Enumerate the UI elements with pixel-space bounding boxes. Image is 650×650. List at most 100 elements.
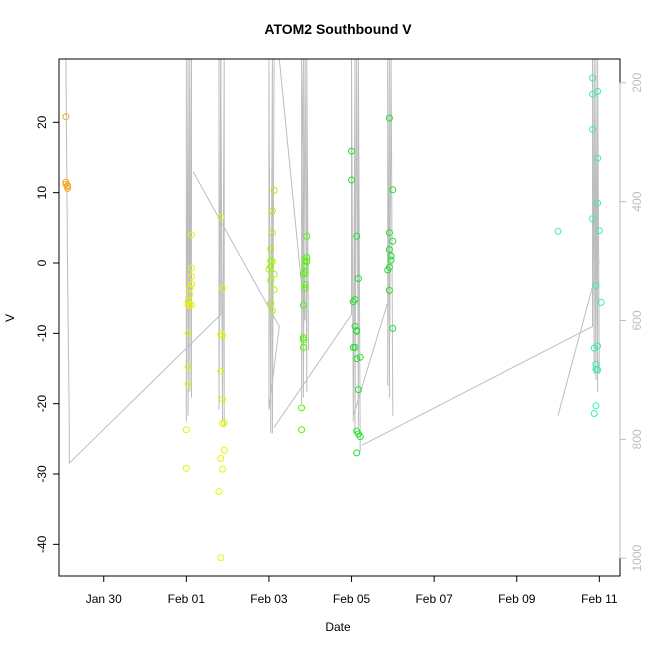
data-point-1-20	[219, 465, 226, 473]
data-point-1-16	[217, 455, 225, 462]
data-point-0-2	[62, 178, 70, 186]
data-point-2-9	[270, 270, 278, 278]
data-point-2-5	[267, 245, 275, 253]
line-series-segment-4	[278, 58, 309, 404]
data-point-1-27	[219, 284, 226, 292]
data-point-5-7	[589, 215, 596, 223]
data-point-4-17	[353, 327, 361, 335]
data-point-1-22	[220, 419, 228, 427]
data-point-4-8	[351, 343, 359, 351]
data-point-4-5	[351, 322, 359, 330]
x-tick-label: Feb 09	[498, 592, 536, 606]
data-point-4-3	[349, 298, 357, 306]
data-point-4-4	[351, 296, 359, 304]
data-point-1-4	[184, 329, 192, 337]
data-point-3-3	[299, 334, 307, 341]
line-series-segment-0	[65, 58, 222, 465]
data-point-3-2	[299, 343, 307, 351]
data-point-1-13	[188, 301, 195, 309]
data-point-1-2	[184, 380, 192, 388]
data-point-3-14	[301, 284, 309, 292]
data-point-3-4	[299, 336, 307, 344]
data-point-4-14	[356, 433, 364, 441]
data-point-2-2	[267, 277, 275, 285]
data-point-2-7	[268, 207, 276, 215]
x-tick-label: Feb 07	[415, 592, 453, 606]
data-point-5-6	[594, 199, 602, 207]
y-tick-label: 10	[35, 186, 49, 200]
data-point-3-5	[299, 301, 307, 309]
right-tick-label: 800	[630, 429, 644, 449]
data-point-3-0	[298, 404, 306, 412]
data-point-4-19	[389, 186, 397, 194]
data-point-4-26	[384, 266, 392, 274]
y-tick-label: -30	[35, 465, 49, 483]
data-point-4-21	[389, 237, 397, 245]
data-point-2-4	[268, 307, 276, 315]
line-series-segment-8	[557, 260, 600, 416]
data-point-5-17	[590, 410, 598, 417]
right-axis: 200 400 600 800 1000	[619, 72, 644, 572]
data-point-4-11	[354, 386, 362, 394]
line-layer	[65, 58, 600, 465]
data-point-2-8	[270, 187, 278, 194]
data-point-2-6	[268, 229, 276, 237]
y-tick-label: -20	[35, 395, 49, 413]
data-point-5-12	[590, 344, 598, 352]
data-point-3-11	[303, 232, 311, 240]
x-tick-label: Jan 30	[86, 592, 122, 606]
data-point-4-1	[348, 176, 355, 184]
y-axis-title: V	[3, 314, 17, 322]
line-series-segment-5	[273, 58, 361, 452]
data-point-0-4	[64, 182, 72, 190]
data-point-4-16	[354, 275, 362, 282]
x-axis-title: Date	[325, 620, 351, 634]
chart-title: ATOM2 Southbound V	[264, 21, 412, 37]
right-tick-label: 400	[630, 191, 644, 211]
data-point-5-5	[594, 154, 602, 162]
data-point-1-10	[188, 280, 195, 288]
data-point-4-22	[385, 246, 393, 254]
data-point-4-24	[387, 256, 395, 264]
data-point-3-12	[303, 258, 311, 266]
data-point-4-18	[385, 114, 393, 122]
data-point-1-1	[182, 464, 190, 472]
y-tick-label: 0	[35, 259, 49, 266]
x-axis: Jan 30 Feb 01 Feb 03 Feb 05 Feb 07 Feb 09 Feb …	[86, 576, 618, 606]
line-series-segment-2	[218, 58, 225, 428]
data-point-0-5	[64, 184, 72, 192]
line-series-segment-1	[185, 58, 192, 422]
data-point-5-11	[594, 342, 602, 350]
data-point-1-17	[215, 488, 223, 496]
data-point-1-25	[217, 330, 225, 338]
data-point-1-14	[188, 231, 195, 239]
data-point-3-6	[299, 270, 307, 278]
right-tick-label: 600	[630, 310, 644, 330]
data-point-4-9	[353, 355, 361, 363]
data-point-4-27	[385, 286, 393, 294]
data-point-3-1	[298, 426, 306, 434]
data-point-0-1	[62, 180, 70, 188]
data-point-0-0	[62, 113, 70, 121]
data-point-1-26	[219, 331, 226, 339]
y-tick-label: -10	[35, 324, 49, 342]
points-layer	[62, 74, 605, 562]
data-point-1-23	[219, 395, 226, 403]
data-point-4-0	[348, 147, 355, 155]
data-point-4-10	[356, 353, 364, 361]
data-point-4-28	[389, 324, 397, 332]
data-point-4-2	[353, 232, 361, 240]
data-point-5-4	[589, 125, 596, 133]
data-point-2-11	[268, 258, 276, 266]
data-point-2-12	[267, 263, 275, 270]
data-point-1-19	[220, 446, 228, 454]
data-point-5-15	[594, 366, 602, 374]
right-tick-label: 1000	[630, 545, 644, 572]
data-point-1-15	[217, 213, 225, 221]
data-point-4-15	[353, 449, 361, 457]
data-point-5-16	[592, 402, 600, 410]
y-tick-label: -40	[35, 535, 49, 553]
data-point-1-9	[186, 291, 194, 299]
